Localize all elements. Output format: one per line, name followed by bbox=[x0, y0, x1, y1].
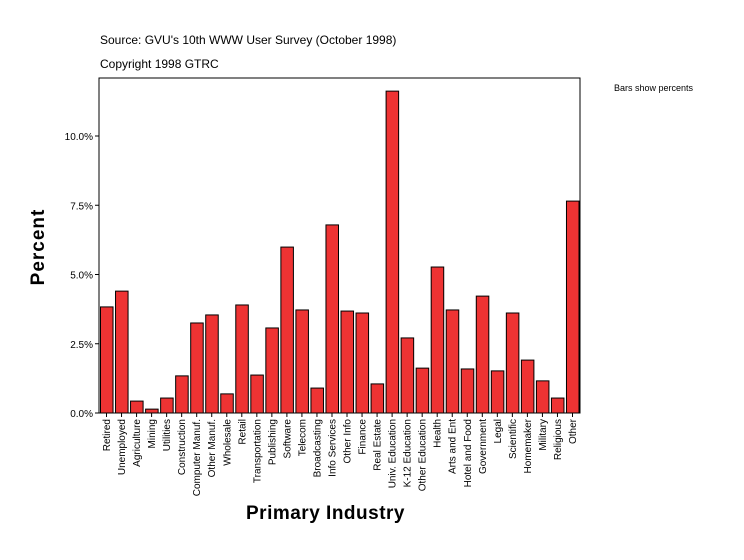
chart-title: Source: GVU's 10th WWW User Survey (Octo… bbox=[100, 33, 397, 47]
y-tick-label: 2.5% bbox=[70, 340, 93, 351]
x-tick-label: Unemployed bbox=[117, 419, 128, 475]
x-tick-label: Publishing bbox=[267, 419, 278, 465]
bar bbox=[325, 224, 339, 414]
x-tick-label: Arts and Ent bbox=[448, 419, 459, 474]
x-tick-label: Other Info bbox=[343, 419, 354, 464]
bar bbox=[250, 374, 264, 414]
y-tick-label: 0.0% bbox=[70, 409, 93, 420]
x-tick-label: Government bbox=[478, 419, 489, 474]
x-tick-label: Info Services bbox=[327, 419, 338, 477]
bar bbox=[235, 304, 249, 414]
bar bbox=[115, 290, 129, 414]
bar bbox=[370, 383, 385, 414]
x-tick-label: Construction bbox=[177, 419, 188, 475]
y-tick-label: 10.0% bbox=[65, 132, 93, 143]
x-tick-label: Retired bbox=[102, 419, 113, 451]
bar bbox=[100, 306, 114, 414]
bar bbox=[310, 387, 324, 414]
bar bbox=[430, 266, 445, 414]
bar bbox=[415, 367, 430, 414]
bar bbox=[535, 380, 550, 414]
x-tick-label: Telecom bbox=[297, 419, 308, 456]
bar bbox=[460, 368, 475, 414]
x-tick-label: Health bbox=[433, 419, 444, 448]
chart-annotation: Bars show percents bbox=[614, 83, 694, 93]
x-tick-label: Retail bbox=[237, 419, 248, 445]
bar bbox=[565, 200, 580, 414]
x-tick-label: Utilities bbox=[162, 419, 173, 451]
bar bbox=[145, 408, 159, 414]
x-tick-label: Real Estate bbox=[373, 419, 384, 471]
bar bbox=[550, 397, 565, 414]
x-tick-label: Military bbox=[538, 419, 549, 451]
x-tick-label: Other Education bbox=[418, 419, 429, 491]
bar bbox=[385, 90, 400, 414]
x-tick-label: Legal bbox=[493, 419, 504, 443]
x-tick-label: Software bbox=[282, 419, 293, 459]
bar bbox=[265, 327, 279, 414]
x-tick-label: Scientific bbox=[508, 419, 519, 459]
x-tick-label: Mining bbox=[147, 419, 158, 448]
bar bbox=[175, 375, 189, 414]
bar bbox=[400, 337, 415, 414]
bar bbox=[295, 309, 309, 414]
bar bbox=[190, 322, 204, 414]
y-tick-label: 7.5% bbox=[70, 201, 93, 212]
x-tick-label: Other Manuf. bbox=[207, 419, 218, 477]
bar bbox=[355, 312, 370, 414]
plot-frame bbox=[98, 77, 581, 414]
x-tick-label: Broadcasting bbox=[312, 419, 323, 477]
bar bbox=[160, 397, 174, 414]
bar bbox=[220, 393, 234, 414]
chart-subtitle: Copyright 1998 GTRC bbox=[100, 57, 219, 71]
bar bbox=[130, 400, 144, 414]
x-tick-label: Homemaker bbox=[523, 418, 534, 473]
bar bbox=[340, 310, 355, 414]
bar bbox=[445, 309, 460, 414]
x-tick-label: Univ. Education bbox=[388, 419, 399, 488]
bar bbox=[205, 314, 219, 414]
x-tick-label: Computer Manuf. bbox=[192, 419, 203, 496]
x-axis-label: Primary Industry bbox=[246, 503, 405, 524]
x-tick-label: Other bbox=[568, 418, 579, 444]
x-tick-label: Agriculture bbox=[132, 419, 143, 467]
x-tick-label: K-12 Education bbox=[403, 419, 414, 487]
x-tick-label: Transportation bbox=[252, 419, 263, 483]
bar bbox=[280, 246, 294, 414]
bar bbox=[475, 295, 490, 414]
bar bbox=[520, 359, 535, 414]
bar bbox=[490, 370, 505, 414]
y-tick-label: 5.0% bbox=[70, 271, 93, 282]
bar bbox=[505, 312, 520, 414]
x-tick-label: Finance bbox=[358, 419, 369, 455]
x-tick-label: Hotel and Food bbox=[463, 419, 474, 487]
x-tick-label: Wholesale bbox=[222, 419, 233, 466]
x-tick-label: Religious bbox=[553, 419, 564, 460]
